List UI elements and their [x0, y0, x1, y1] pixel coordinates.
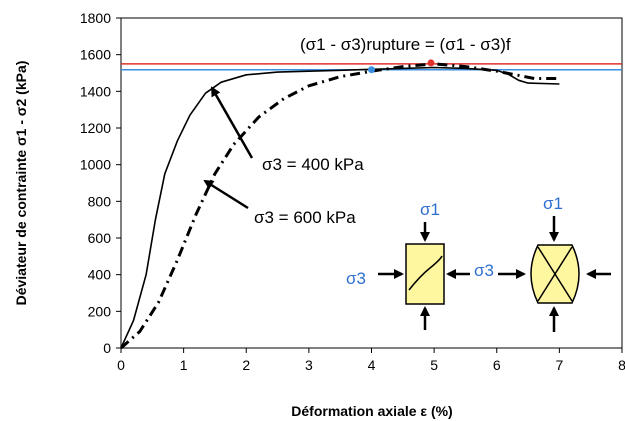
x-axis-label: Déformation axiale ε (%) — [291, 403, 452, 419]
y-tick-label: 600 — [88, 230, 112, 246]
arrow-600 — [203, 179, 249, 210]
label-sigma3-400: σ3 = 400 kPa — [262, 155, 364, 174]
y-tick-label: 0 — [103, 340, 111, 356]
data-markers — [368, 59, 435, 74]
x-tick-label: 6 — [493, 357, 501, 373]
x-tick-label: 2 — [242, 357, 250, 373]
data-point-marker — [427, 59, 435, 67]
shear-cross-2 — [537, 246, 573, 302]
label-sigma3-600: σ3 = 600 kPa — [254, 208, 356, 227]
x-tick-label: 4 — [368, 357, 376, 373]
sigma3-label-b: σ3 — [474, 261, 494, 280]
specimen-barrel-diagram: σ1 σ3 — [474, 194, 611, 332]
x-tick-label: 1 — [180, 357, 188, 373]
sigma1-label-a: σ1 — [420, 200, 440, 219]
y-tick-label: 200 — [88, 303, 112, 319]
y-tick-label: 1000 — [80, 157, 111, 173]
x-tick-label: 3 — [305, 357, 313, 373]
specimen-shear-plane-diagram: σ1 σ3 — [346, 200, 470, 330]
y-tick-label: 1200 — [80, 120, 111, 136]
y-tick-label: 1600 — [80, 47, 111, 63]
sigma1-label-b: σ1 — [543, 194, 563, 213]
series-line — [120, 62, 560, 350]
x-tick-label: 0 — [117, 357, 125, 373]
shear-plane-line — [408, 255, 443, 291]
y-axis-label: Déviateur de contrainte σ1 - σ2 (kPa) — [13, 61, 29, 306]
data-point-marker — [368, 66, 375, 74]
data-series — [120, 62, 560, 350]
rupture-annotation: (σ1 - σ3)rupture = (σ1 - σ3)f — [300, 35, 511, 54]
specimen-box-a — [405, 243, 445, 305]
x-tick-label: 5 — [430, 357, 438, 373]
y-tick-label: 400 — [88, 267, 112, 283]
y-tick-label: 1400 — [80, 83, 111, 99]
x-tick-label: 7 — [555, 357, 563, 373]
y-tick-label: 1800 — [80, 10, 111, 26]
arrow-400 — [210, 86, 254, 159]
x-tick-label: 8 — [618, 357, 625, 373]
y-tick-label: 800 — [88, 193, 112, 209]
axis-ticks: 0 1 2 3 4 5 6 7 8 0 200 400 600 800 1000 1200 1400 1600 18… — [80, 10, 625, 373]
sigma3-label-a: σ3 — [346, 269, 366, 288]
